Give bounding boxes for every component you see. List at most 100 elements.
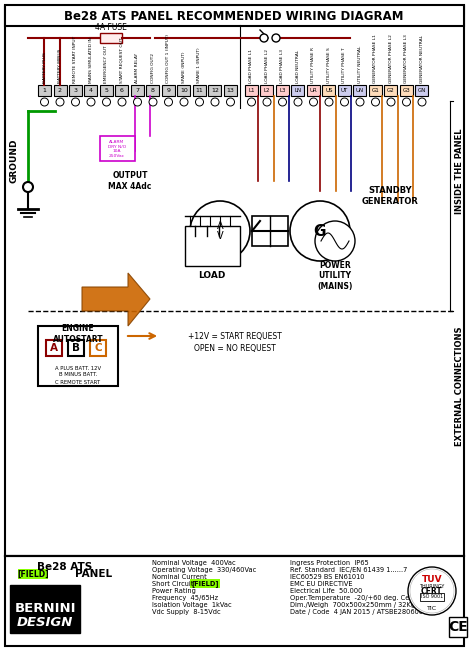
Text: PANEL: PANEL	[75, 569, 112, 579]
Circle shape	[118, 98, 126, 106]
Text: 4: 4	[89, 88, 93, 93]
Bar	[116, 85, 128, 96]
Text: Ingress Protection  IP65: Ingress Protection IP65	[290, 560, 369, 566]
Text: OPEN = NO REQUEST: OPEN = NO REQUEST	[194, 344, 276, 352]
Text: L2: L2	[264, 88, 270, 93]
Text: GENERATOR PHASE L1: GENERATOR PHASE L1	[374, 34, 377, 83]
Text: GN: GN	[418, 88, 426, 93]
Circle shape	[310, 98, 318, 106]
Circle shape	[294, 98, 302, 106]
Bar	[292, 85, 304, 96]
Circle shape	[23, 182, 33, 192]
Bar	[209, 85, 221, 96]
Bar	[10, 585, 80, 633]
Text: LOAD PHASE L3: LOAD PHASE L3	[281, 49, 284, 83]
Text: UTILITY PHASE R: UTILITY PHASE R	[311, 47, 316, 83]
Text: 5: 5	[105, 88, 109, 93]
Circle shape	[102, 98, 110, 106]
Text: G2: G2	[387, 88, 395, 93]
Text: ENGINE
AUTOSTART: ENGINE AUTOSTART	[53, 324, 103, 344]
Text: V: V	[217, 231, 223, 241]
Bar	[100, 33, 122, 43]
Text: Power Rating: Power Rating	[152, 588, 196, 594]
Bar	[90, 340, 106, 356]
Text: A PLUS BATT. 12V: A PLUS BATT. 12V	[55, 365, 101, 370]
Text: US: US	[325, 88, 333, 93]
Text: STANDBY
GENERATOR: STANDBY GENERATOR	[362, 186, 419, 206]
Text: 1: 1	[43, 88, 46, 93]
Text: GENERATOR PHASE L3: GENERATOR PHASE L3	[404, 34, 409, 83]
Circle shape	[87, 98, 95, 106]
Circle shape	[387, 98, 395, 106]
Bar	[28, 101, 453, 311]
Text: Electrical Life  50.000: Electrical Life 50.000	[290, 588, 363, 594]
Bar	[224, 85, 237, 96]
Text: 2: 2	[58, 88, 62, 93]
Bar	[18, 569, 48, 579]
Text: Ref. Standard  IEC/EN 61439 1......7: Ref. Standard IEC/EN 61439 1......7	[290, 567, 407, 573]
Text: 10: 10	[180, 88, 188, 93]
Circle shape	[279, 98, 286, 106]
Bar	[69, 85, 82, 96]
Text: UTILITY NEUTRAL: UTILITY NEUTRAL	[358, 46, 362, 83]
Text: ALARM
DRY N/O
10A
250Vac: ALARM DRY N/O 10A 250Vac	[108, 140, 126, 158]
Bar	[338, 85, 351, 96]
Text: CONFIG OUT2: CONFIG OUT2	[151, 53, 155, 83]
Text: UTILITY PHASE S: UTILITY PHASE S	[327, 48, 331, 83]
Circle shape	[40, 98, 48, 106]
Text: TUV: TUV	[422, 574, 442, 583]
Text: SPARE (INPUT): SPARE (INPUT)	[182, 51, 186, 83]
Text: Be28 ATS: Be28 ATS	[37, 562, 92, 572]
Text: [FIELD]: [FIELD]	[17, 570, 49, 579]
Text: CERT: CERT	[421, 587, 443, 596]
Bar	[261, 85, 273, 96]
Text: 12: 12	[211, 88, 219, 93]
Text: INSIDE THE PANEL: INSIDE THE PANEL	[456, 128, 465, 214]
Bar	[307, 85, 320, 96]
Bar	[5, 5, 464, 26]
Bar	[185, 226, 240, 266]
Bar	[38, 85, 51, 96]
Text: REMOTE START INPUT: REMOTE START INPUT	[73, 36, 78, 83]
Circle shape	[372, 98, 380, 106]
Bar	[420, 593, 444, 601]
Bar	[68, 340, 84, 356]
Bar	[38, 326, 118, 386]
Text: 7: 7	[136, 88, 139, 93]
Circle shape	[190, 201, 250, 261]
Text: Be28 ATS PANEL RECOMMENDED WIRING DIAGRAM: Be28 ATS PANEL RECOMMENDED WIRING DIAGRA…	[64, 10, 404, 23]
Text: OUTPUT
MAX 4Adc: OUTPUT MAX 4Adc	[109, 171, 152, 191]
Text: BATTERY PLUS: BATTERY PLUS	[43, 52, 46, 83]
Text: UT: UT	[341, 88, 348, 93]
Bar	[54, 85, 66, 96]
Text: LOAD PHASE L1: LOAD PHASE L1	[249, 49, 254, 83]
Text: G: G	[314, 223, 326, 238]
Circle shape	[195, 98, 203, 106]
Bar	[400, 85, 413, 96]
Bar	[5, 556, 464, 646]
Text: 11: 11	[196, 88, 203, 93]
Bar	[100, 136, 135, 161]
Bar	[177, 85, 191, 96]
Circle shape	[290, 201, 350, 261]
Text: LOAD PHASE L2: LOAD PHASE L2	[265, 49, 269, 83]
Bar	[449, 617, 467, 637]
Circle shape	[227, 98, 235, 106]
Circle shape	[263, 98, 271, 106]
Circle shape	[247, 98, 255, 106]
Circle shape	[418, 98, 426, 106]
Text: L1: L1	[248, 88, 255, 93]
Text: BERNINI: BERNINI	[14, 602, 76, 615]
Text: Dim./Weigh  700x500x250mm / 32Kg: Dim./Weigh 700x500x250mm / 32Kg	[290, 602, 415, 608]
Text: DESIGN: DESIGN	[17, 616, 73, 630]
Bar	[190, 579, 220, 588]
Text: C REMOTE START: C REMOTE START	[55, 380, 100, 385]
Circle shape	[134, 98, 142, 106]
Circle shape	[211, 98, 219, 106]
Text: EXTERNAL CONNECTIONS: EXTERNAL CONNECTIONS	[456, 326, 465, 446]
Text: G3: G3	[402, 88, 410, 93]
Text: MAINS SIMULATED IN: MAINS SIMULATED IN	[89, 37, 93, 83]
Text: UR: UR	[310, 88, 318, 93]
Text: UN: UN	[356, 88, 364, 93]
Bar	[193, 85, 206, 96]
